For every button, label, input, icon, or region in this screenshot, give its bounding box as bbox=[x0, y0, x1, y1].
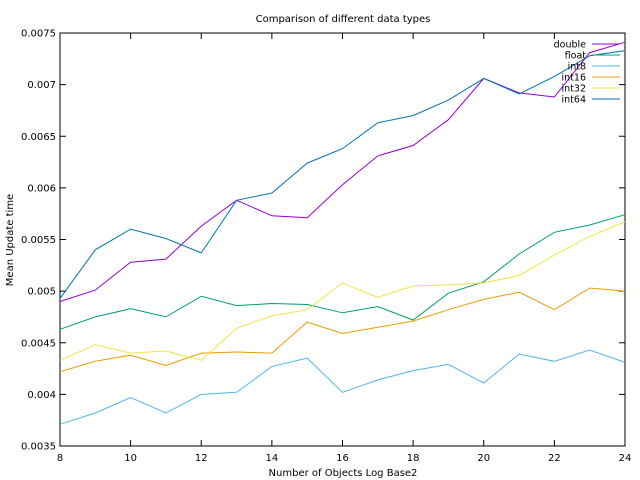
x-tick-label: 22 bbox=[548, 453, 561, 464]
x-tick-label: 8 bbox=[57, 453, 63, 464]
y-axis-label: Mean Update time bbox=[5, 194, 16, 286]
series-line-int32 bbox=[59, 221, 626, 361]
x-tick-label: 12 bbox=[195, 453, 208, 464]
y-tick-label: 0.0075 bbox=[21, 29, 56, 40]
axis-ticks: 8 10 12 14 16 18 20 22 24 0.0035 0.004 0.0045 0.005 0… bbox=[21, 29, 631, 465]
x-tick-label: 14 bbox=[266, 453, 279, 464]
legend-label-int64: int64 bbox=[562, 95, 586, 106]
x-tick-label: 18 bbox=[407, 453, 420, 464]
series-lines bbox=[59, 41, 626, 425]
series-line-int64 bbox=[59, 50, 626, 299]
y-tick-label: 0.004 bbox=[27, 390, 56, 401]
legend-label-int8: int8 bbox=[568, 62, 586, 73]
y-tick-label: 0.006 bbox=[27, 183, 56, 194]
y-tick-label: 0.0045 bbox=[21, 338, 56, 349]
legend-label-float: float bbox=[565, 51, 587, 62]
x-axis-label: Number of Objects Log Base2 bbox=[269, 468, 418, 479]
x-tick-label: 20 bbox=[477, 453, 490, 464]
y-tick-label: 0.0065 bbox=[21, 132, 56, 143]
series-line-int16 bbox=[59, 287, 626, 373]
legend-label-int16: int16 bbox=[562, 73, 586, 84]
y-tick-label: 0.005 bbox=[27, 287, 56, 298]
chart-title: Comparison of different data types bbox=[256, 14, 431, 25]
x-tick-label: 16 bbox=[336, 453, 349, 464]
x-tick-label: 24 bbox=[619, 453, 632, 464]
y-tick-label: 0.007 bbox=[27, 80, 56, 91]
series-line-int8 bbox=[59, 349, 626, 425]
series-line-double bbox=[59, 41, 626, 302]
series-line-float bbox=[59, 214, 626, 330]
y-tick-label: 0.0055 bbox=[21, 235, 56, 246]
y-tick-label: 0.0035 bbox=[21, 442, 56, 453]
legend-label-int32: int32 bbox=[562, 84, 586, 95]
legend-label-double: double bbox=[554, 40, 587, 51]
x-tick-label: 10 bbox=[124, 453, 137, 464]
